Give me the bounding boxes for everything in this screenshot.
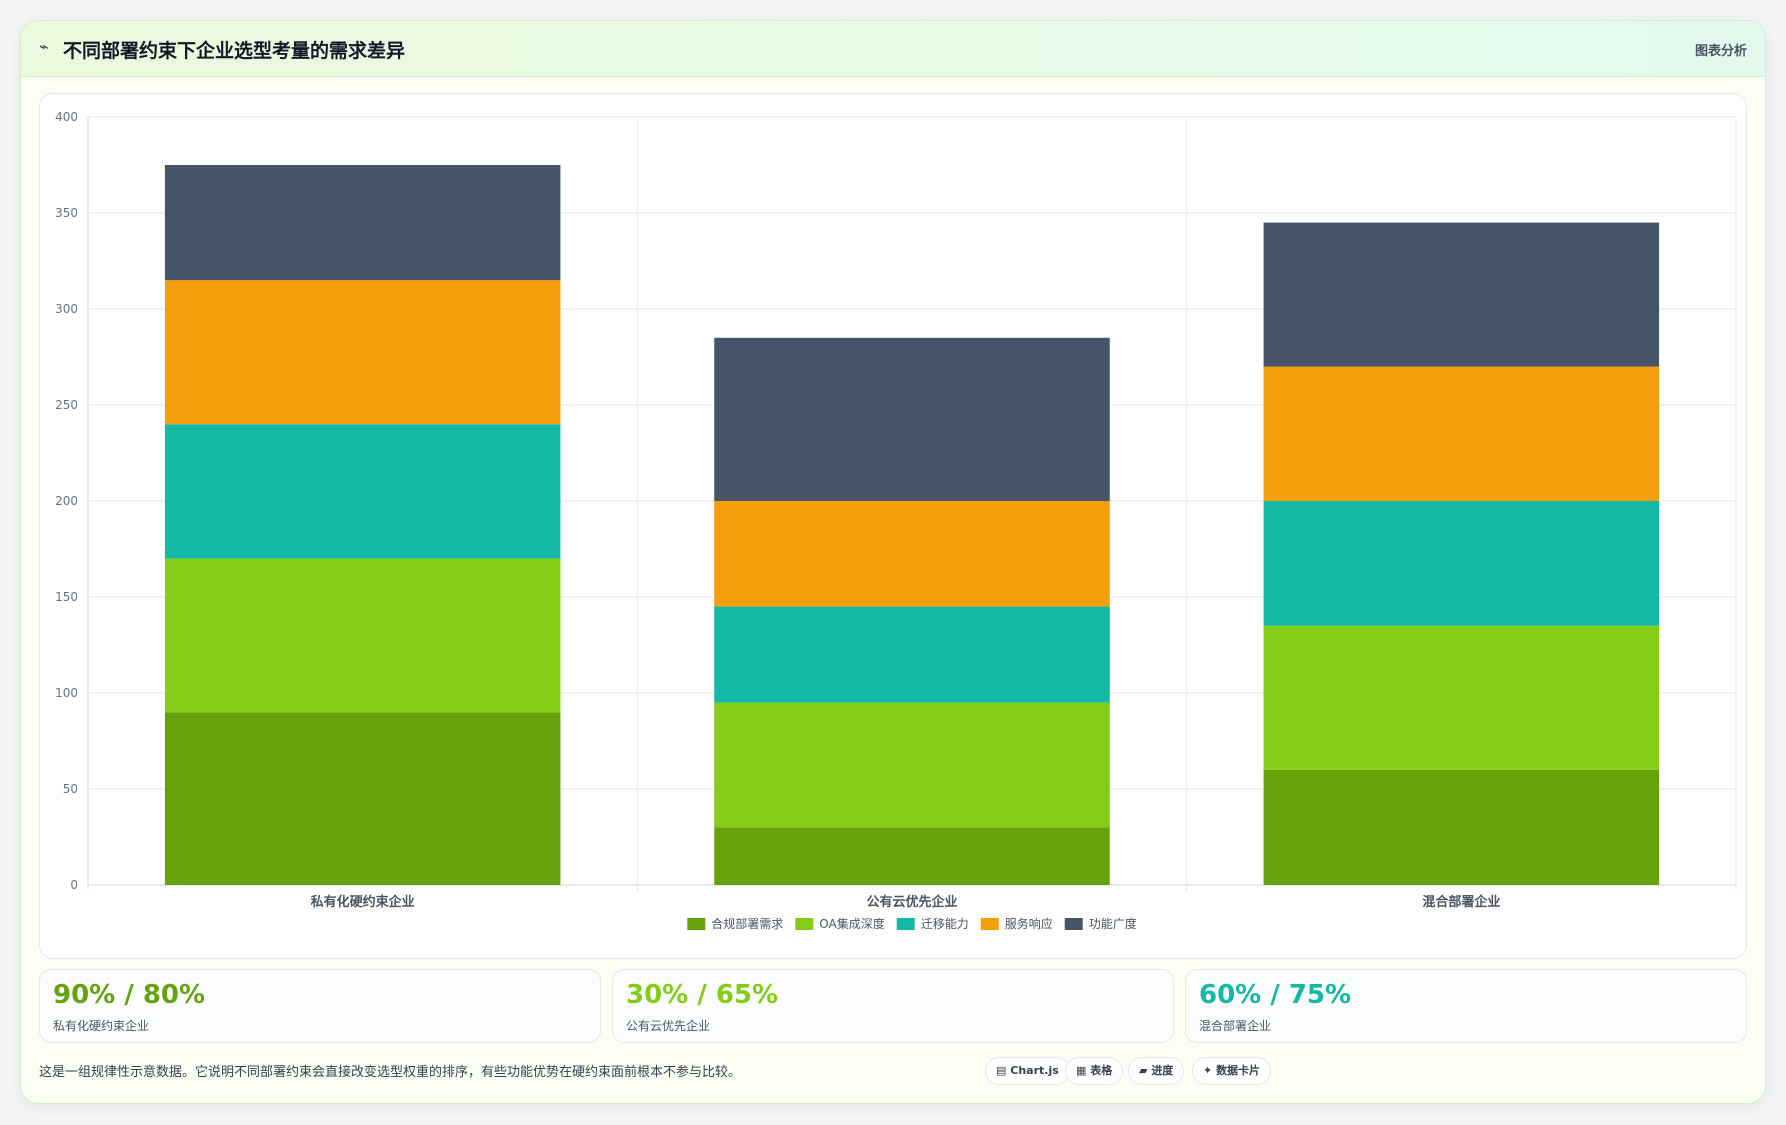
bar-segment — [164, 558, 561, 713]
bar-segment — [714, 337, 1110, 501]
y-tick-label: 300 — [55, 302, 78, 316]
y-tick-label: 400 — [55, 110, 78, 124]
y-tick-label: 200 — [55, 494, 78, 508]
bar-segment — [714, 606, 1110, 703]
bar-segment — [1263, 222, 1660, 367]
page-title: 不同部署约束下企业选型考量的需求差异 — [63, 40, 406, 62]
bar-segment — [164, 712, 561, 885]
y-tick-label: 50 — [63, 782, 78, 796]
stat-value: 60% / 75% — [1199, 980, 1352, 1010]
bar-segment — [714, 827, 1110, 885]
chip-label: 数据卡片 — [1216, 1064, 1261, 1077]
chip-table[interactable]: ▦ 表格 — [1065, 1057, 1124, 1085]
stat-card-public-cloud: 30% / 65% 公有云优先企业 — [612, 969, 1174, 1043]
chart-panel: 0 50 100 150 200 250 300 350 400 私有化硬约束企业 公有云优先企业 混… — [39, 93, 1747, 959]
chip-chartjs[interactable]: ▤ Chart.js — [985, 1057, 1070, 1085]
bar-segment — [164, 424, 561, 559]
x-category-label: 混合部署企业 — [1422, 894, 1500, 910]
legend-label: 服务响应 — [1005, 916, 1053, 931]
x-category-label: 公有云优先企业 — [866, 894, 957, 910]
bar-segment — [164, 280, 561, 425]
bar-segment — [1263, 769, 1660, 885]
table-icon: ▦ — [1076, 1064, 1087, 1077]
card-header: ⌁ 不同部署约束下企业选型考量的需求差异 图表分析 — [21, 21, 1765, 77]
legend-label: 功能广度 — [1089, 916, 1137, 931]
stacked-bar-chart: 0 50 100 150 200 250 300 350 400 私有化硬约束企业 公有云优先企业 混… — [55, 110, 1737, 931]
bar-segment — [164, 165, 561, 281]
chip-progress[interactable]: ▰ 进度 — [1128, 1057, 1185, 1085]
chart-card: ⌁ 不同部署约束下企业选型考量的需求差异 图表分析 0 50 100 150 200 25… — [20, 20, 1766, 1104]
legend-swatch — [1064, 918, 1083, 930]
legend-swatch — [687, 918, 706, 930]
legend-label: OA集成深度 — [819, 916, 884, 931]
bar-segment — [714, 702, 1110, 828]
stat-label: 私有化硬约束企业 — [53, 1019, 150, 1033]
legend-swatch — [980, 918, 999, 930]
stat-label: 公有云优先企业 — [626, 1019, 711, 1033]
legend-swatch — [896, 918, 915, 930]
card-icon: ✦ — [1203, 1064, 1213, 1077]
trend-icon: ⌁ — [39, 37, 49, 56]
chip-label: Chart.js — [1010, 1064, 1059, 1077]
chip-data-card[interactable]: ✦ 数据卡片 — [1192, 1057, 1272, 1085]
chart-analysis-label[interactable]: 图表分析 — [1694, 44, 1747, 59]
bar-segment — [1263, 366, 1660, 501]
bar-segment — [714, 501, 1110, 607]
legend-label: 合规部署需求 — [711, 916, 783, 931]
progress-icon: ▰ — [1139, 1064, 1148, 1077]
chart-icon: ▤ — [996, 1064, 1007, 1077]
stat-card-hybrid: 60% / 75% 混合部署企业 — [1185, 969, 1747, 1043]
x-category-label: 私有化硬约束企业 — [311, 894, 415, 910]
y-tick-label: 100 — [55, 686, 78, 700]
bar-segment — [1263, 625, 1660, 770]
chip-label: 表格 — [1090, 1064, 1113, 1077]
stat-value: 90% / 80% — [53, 980, 206, 1010]
y-tick-label: 350 — [55, 206, 78, 220]
y-tick-label: 250 — [55, 398, 78, 412]
stat-value: 30% / 65% — [626, 980, 779, 1010]
legend-label: 迁移能力 — [921, 917, 969, 931]
y-tick-label: 0 — [70, 878, 78, 892]
footer-note: 这是一组规律性示意数据。它说明不同部署约束会直接改变选型权重的排序，有些功能优势… — [39, 1065, 742, 1080]
y-tick-label: 150 — [55, 590, 78, 604]
stat-card-private: 90% / 80% 私有化硬约束企业 — [39, 969, 601, 1043]
bar-segment — [1263, 501, 1660, 626]
stat-label: 混合部署企业 — [1199, 1019, 1272, 1033]
legend-swatch — [795, 918, 814, 930]
chip-label: 进度 — [1151, 1064, 1174, 1077]
stats-row: 90% / 80% 私有化硬约束企业 30% / 65% 公有云优先企业 60%… — [39, 969, 1747, 1043]
